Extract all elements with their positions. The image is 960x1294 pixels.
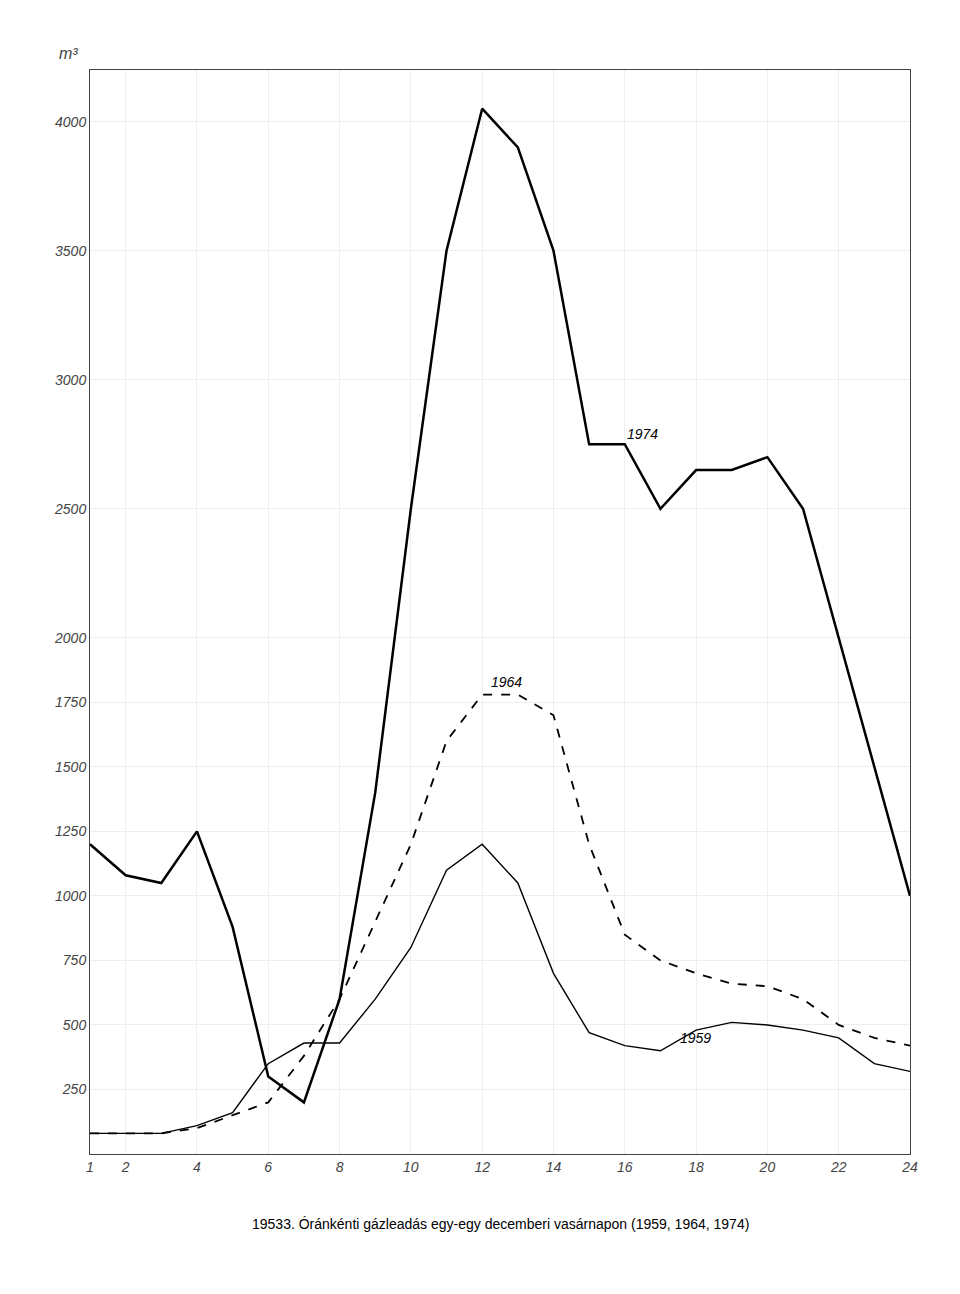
svg-text:1959: 1959: [680, 1030, 711, 1046]
svg-text:2500: 2500: [54, 501, 86, 517]
svg-text:3500: 3500: [55, 243, 86, 259]
svg-text:m³: m³: [59, 45, 78, 62]
svg-text:6: 6: [264, 1159, 272, 1175]
svg-text:2000: 2000: [54, 630, 86, 646]
svg-text:2: 2: [121, 1159, 130, 1175]
svg-text:8: 8: [336, 1159, 344, 1175]
svg-text:18: 18: [688, 1159, 704, 1175]
svg-text:24: 24: [901, 1159, 918, 1175]
svg-text:250: 250: [62, 1081, 87, 1097]
svg-text:22: 22: [830, 1159, 847, 1175]
svg-text:1250: 1250: [55, 823, 86, 839]
svg-text:1964: 1964: [491, 674, 522, 690]
svg-text:1750: 1750: [55, 694, 86, 710]
svg-text:4: 4: [193, 1159, 201, 1175]
svg-text:10: 10: [403, 1159, 419, 1175]
svg-text:16: 16: [617, 1159, 633, 1175]
svg-text:1000: 1000: [55, 888, 86, 904]
svg-text:20: 20: [759, 1159, 776, 1175]
svg-text:19533. Óránkénti gázleadás egy: 19533. Óránkénti gázleadás egy-egy decem…: [252, 1216, 749, 1232]
svg-text:1500: 1500: [55, 759, 86, 775]
svg-text:12: 12: [474, 1159, 490, 1175]
svg-text:500: 500: [63, 1017, 87, 1033]
svg-text:750: 750: [63, 952, 87, 968]
svg-text:1974: 1974: [627, 426, 658, 442]
svg-text:3000: 3000: [55, 372, 86, 388]
svg-text:4000: 4000: [55, 114, 86, 130]
svg-text:14: 14: [546, 1159, 562, 1175]
svg-text:1: 1: [86, 1159, 94, 1175]
